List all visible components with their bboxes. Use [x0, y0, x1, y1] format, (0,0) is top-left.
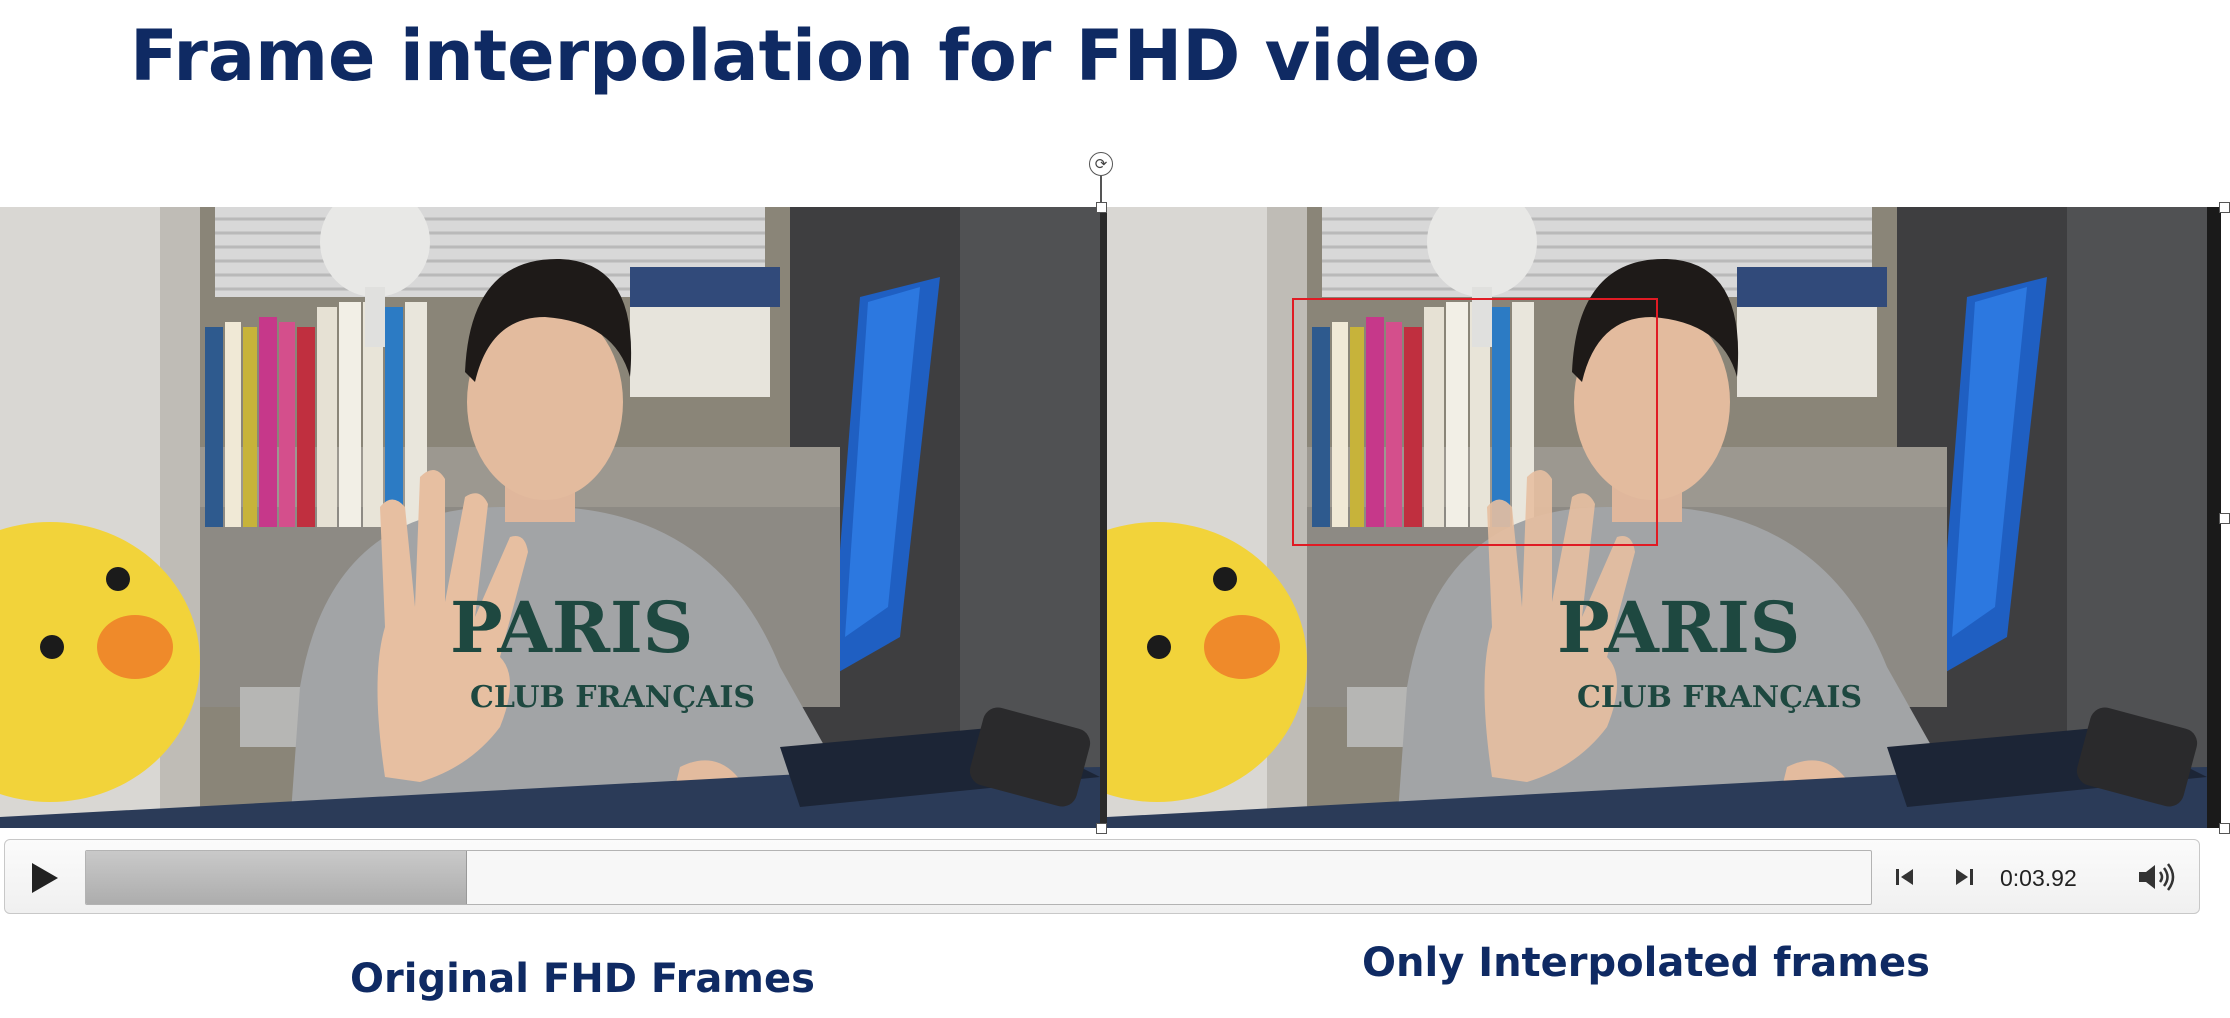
- volume-button[interactable]: [2135, 862, 2179, 892]
- video-frame-interpolated-image: PARIS CLUB FRANÇAIS: [1107, 207, 2207, 828]
- step-forward-button[interactable]: [1949, 862, 1979, 892]
- video-control-bar: 0:03.92: [4, 839, 2200, 914]
- video-panel-original: PARIS CLUB FRANÇAIS: [0, 207, 1100, 828]
- volume-icon: [2139, 863, 2175, 891]
- step-back-icon: [1896, 869, 1913, 885]
- video-frame-original-image: PARIS CLUB FRANÇAIS: [0, 207, 1100, 828]
- sweatshirt-text-main: PARIS: [1557, 586, 1800, 669]
- play-icon: [32, 863, 58, 893]
- sweatshirt-text-sub: CLUB FRANÇAIS: [470, 680, 755, 715]
- time-readout: 0:03.92: [2000, 865, 2077, 891]
- sweatshirt-text-main: PARIS: [450, 586, 693, 669]
- step-forward-icon: [1956, 869, 1973, 885]
- video-frame[interactable]: PARIS CLUB FRANÇAIS: [0, 207, 2221, 828]
- play-button[interactable]: [25, 858, 65, 898]
- video-panel-interpolated: PARIS CLUB FRANÇAIS: [1107, 207, 2207, 828]
- highlight-box: [1292, 298, 1658, 546]
- slide-title: Frame interpolation for FHD video: [130, 15, 1480, 97]
- rotate-icon[interactable]: ⟳: [1089, 152, 1113, 176]
- caption-original-frames: Original FHD Frames: [350, 956, 815, 1002]
- selection-handle-top-center[interactable]: [1096, 202, 1107, 213]
- selection-handle-top-right[interactable]: [2219, 202, 2230, 213]
- selection-handle-bottom-right[interactable]: [2219, 823, 2230, 834]
- caption-interpolated-frames: Only Interpolated frames: [1362, 940, 1930, 986]
- selection-handle-bottom-center[interactable]: [1096, 823, 1107, 834]
- sweatshirt-text-sub: CLUB FRANÇAIS: [1577, 680, 1862, 715]
- panel-divider: [1100, 207, 1107, 828]
- scrubber-track[interactable]: [85, 850, 1872, 905]
- step-back-button[interactable]: [1890, 862, 1920, 892]
- rotate-handle-stem: [1100, 176, 1102, 207]
- scrubber-progress: [86, 851, 468, 904]
- selection-handle-middle-right[interactable]: [2219, 513, 2230, 524]
